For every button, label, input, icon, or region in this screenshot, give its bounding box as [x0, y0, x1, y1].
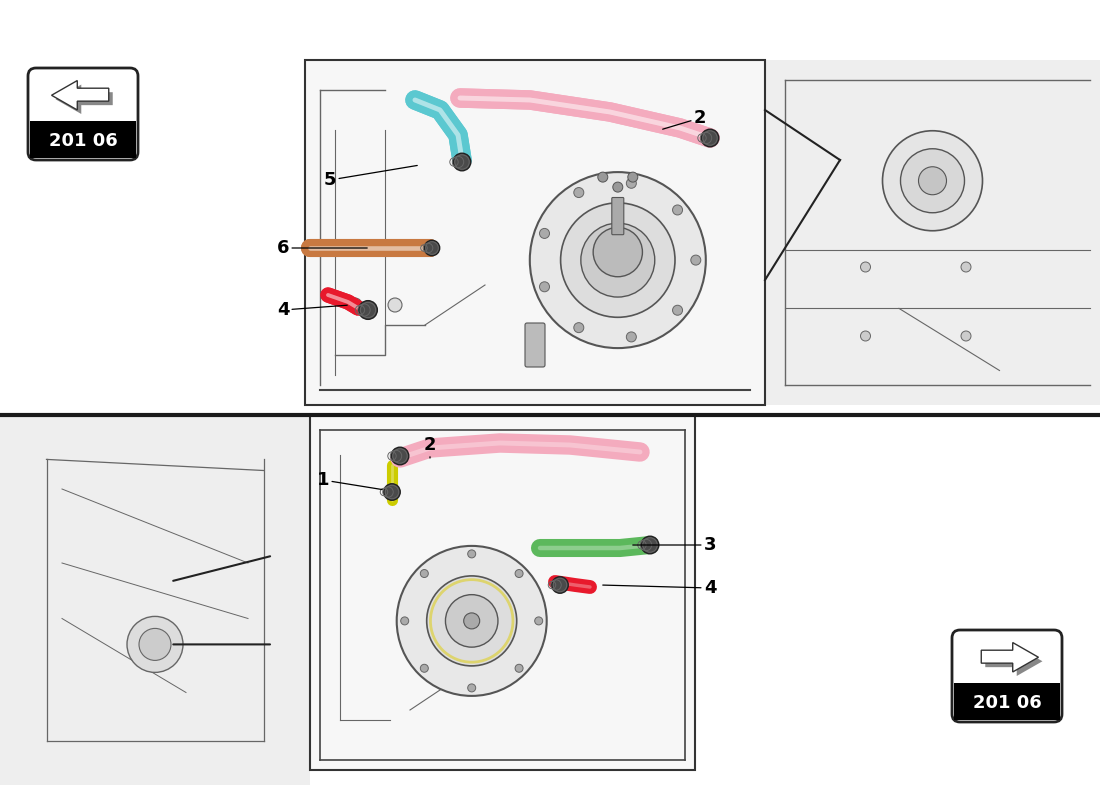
Text: 4: 4: [603, 579, 716, 597]
Circle shape: [672, 205, 683, 215]
Circle shape: [626, 178, 636, 188]
Circle shape: [427, 576, 517, 666]
Circle shape: [384, 484, 400, 500]
Circle shape: [464, 613, 480, 629]
Circle shape: [574, 187, 584, 198]
Circle shape: [961, 262, 971, 272]
Bar: [764, 60, 1100, 405]
Circle shape: [139, 629, 170, 660]
Circle shape: [420, 570, 428, 578]
Circle shape: [535, 617, 542, 625]
Polygon shape: [986, 646, 1043, 676]
Text: a ZF Parts singulair: a ZF Parts singulair: [383, 715, 597, 765]
Bar: [0, 415, 310, 785]
Circle shape: [400, 617, 409, 625]
Circle shape: [882, 130, 982, 230]
Text: 201 06: 201 06: [972, 694, 1042, 712]
Circle shape: [961, 331, 971, 341]
Circle shape: [392, 447, 409, 465]
Circle shape: [468, 684, 475, 692]
Circle shape: [420, 664, 428, 672]
Circle shape: [515, 664, 524, 672]
FancyBboxPatch shape: [612, 198, 624, 234]
Text: 2: 2: [424, 436, 437, 458]
Circle shape: [425, 240, 440, 256]
Polygon shape: [981, 642, 1038, 672]
Bar: [305, 60, 764, 405]
Circle shape: [126, 616, 183, 672]
FancyBboxPatch shape: [952, 630, 1062, 722]
Circle shape: [628, 172, 638, 182]
Text: 5: 5: [323, 166, 417, 189]
Circle shape: [574, 322, 584, 333]
Circle shape: [539, 282, 550, 292]
Polygon shape: [55, 85, 112, 114]
Circle shape: [468, 550, 475, 558]
Circle shape: [388, 298, 401, 312]
Circle shape: [539, 229, 550, 238]
Circle shape: [348, 298, 362, 312]
Circle shape: [453, 154, 471, 170]
Text: 1: 1: [317, 471, 383, 490]
Circle shape: [446, 594, 498, 647]
Circle shape: [613, 182, 623, 192]
Circle shape: [397, 546, 547, 696]
Circle shape: [530, 172, 706, 348]
Bar: [310, 415, 695, 770]
Circle shape: [918, 166, 946, 194]
Circle shape: [359, 301, 377, 319]
Circle shape: [691, 255, 701, 265]
Circle shape: [701, 130, 718, 146]
Circle shape: [593, 227, 642, 277]
Circle shape: [641, 536, 659, 554]
Circle shape: [860, 262, 870, 272]
Circle shape: [552, 577, 569, 594]
Text: 4: 4: [277, 301, 348, 319]
Bar: [954, 683, 1060, 720]
Text: a ZF Parts singulair: a ZF Parts singulair: [383, 345, 597, 395]
Text: 6: 6: [277, 239, 367, 257]
Text: 3: 3: [632, 536, 716, 554]
Circle shape: [626, 332, 636, 342]
Circle shape: [597, 172, 608, 182]
Circle shape: [860, 331, 870, 341]
Circle shape: [581, 223, 654, 297]
FancyBboxPatch shape: [525, 323, 544, 367]
Circle shape: [561, 203, 675, 318]
Text: 201 06: 201 06: [48, 132, 118, 150]
Circle shape: [901, 149, 965, 213]
Bar: [30, 122, 136, 158]
Circle shape: [672, 306, 683, 315]
Text: 2: 2: [662, 109, 706, 130]
Circle shape: [515, 570, 524, 578]
FancyBboxPatch shape: [28, 68, 138, 160]
Polygon shape: [52, 81, 109, 110]
